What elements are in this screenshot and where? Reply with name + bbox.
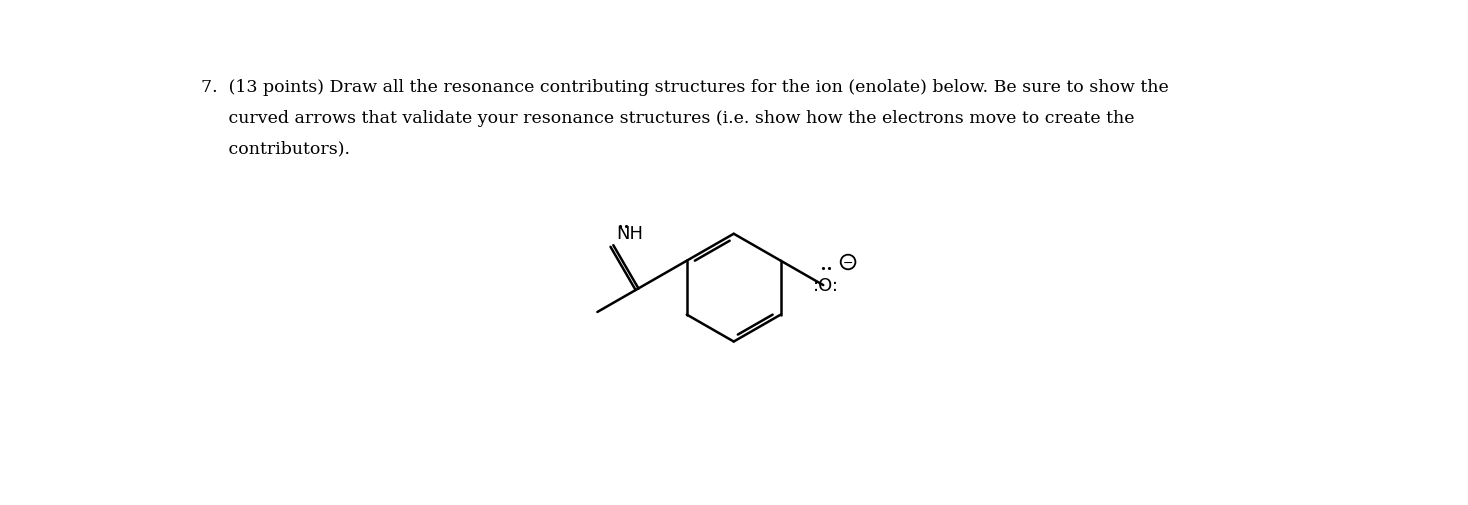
Text: 7.  (13 points) Draw all the resonance contributing structures for the ion (enol: 7. (13 points) Draw all the resonance co… (201, 79, 1169, 96)
Text: :O:: :O: (813, 277, 840, 294)
Text: −: − (843, 256, 853, 269)
Text: NH: NH (617, 225, 643, 242)
Text: contributors).: contributors). (201, 140, 349, 158)
Text: curved arrows that validate your resonance structures (i.e. show how the electro: curved arrows that validate your resonan… (201, 110, 1135, 127)
